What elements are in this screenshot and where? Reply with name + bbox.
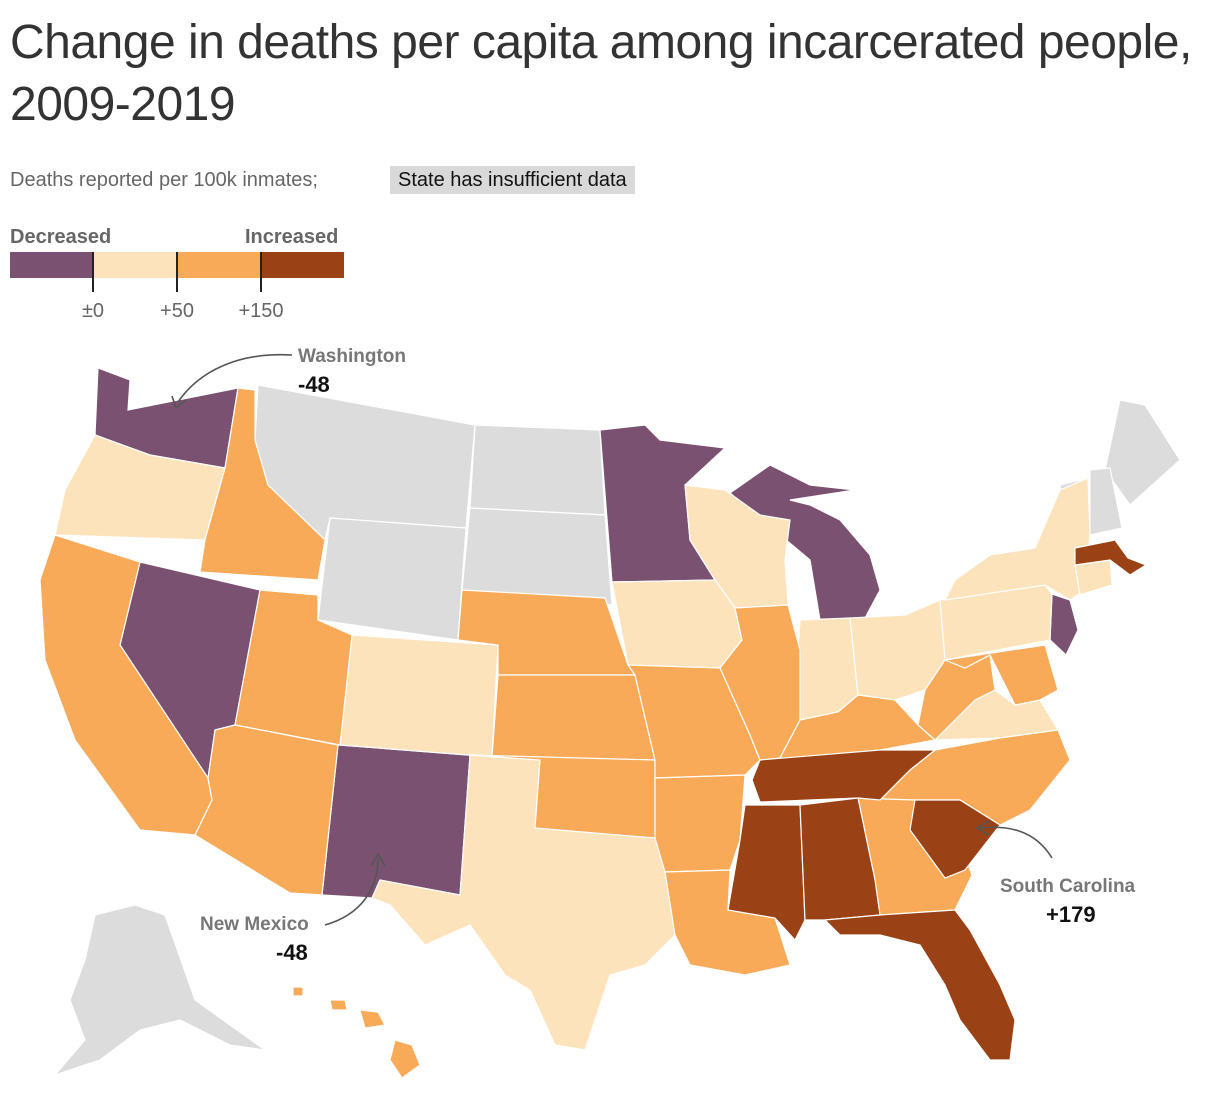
state-oklahoma (469, 754, 656, 839)
state-south-dakota (461, 507, 613, 606)
new-mexico-value: -48 (276, 940, 308, 965)
state-iowa (611, 579, 743, 669)
state-idaho (199, 387, 326, 581)
new-mexico-arrow (324, 857, 379, 926)
legend-tick-50 (176, 252, 178, 292)
legend-increased-label: Increased (245, 226, 339, 248)
state-new-jersey (1049, 593, 1079, 656)
state-colorado (339, 634, 499, 758)
state-florida (823, 909, 1016, 1061)
us-map (39, 353, 1181, 1079)
legend-swatch-medium-increase (177, 252, 261, 278)
state-new-mexico (321, 744, 471, 899)
legend-color-bar (10, 252, 344, 278)
state-maryland (942, 644, 1059, 706)
legend-tick-label-zero: ±0 (81, 300, 105, 322)
state-hawaii-big (389, 1039, 421, 1079)
new-mexico-label: New Mexico (200, 914, 309, 935)
legend-swatch-large-increase (260, 252, 344, 278)
legend-tick-150 (260, 252, 262, 292)
insufficient-data-key: State has insufficient data (390, 166, 635, 194)
state-arizona (194, 724, 339, 896)
state-north-dakota (469, 424, 606, 516)
washington-value: -48 (298, 372, 330, 397)
south-carolina-label: South Carolina (1000, 876, 1136, 897)
south-carolina-arrowhead (975, 820, 990, 836)
state-arkansas (654, 774, 746, 873)
state-maine (1104, 399, 1181, 506)
new-mexico-arrowhead (370, 852, 386, 867)
state-hawaii-oahu (329, 999, 348, 1011)
legend-tick-zero (92, 252, 94, 292)
chart-subtitle: Deaths reported per 100k inmates; (10, 169, 318, 191)
legend-swatch-decreased (10, 252, 94, 278)
state-alaska (53, 904, 266, 1077)
south-carolina-value: +179 (1046, 902, 1096, 927)
state-wyoming (317, 517, 467, 641)
state-hawaii-kauai (292, 986, 304, 997)
state-kansas (491, 674, 656, 761)
state-hawaii-maui (359, 1009, 386, 1029)
legend-swatch-small-increase (93, 252, 177, 278)
legend-tick-label-50: +50 (160, 300, 194, 322)
washington-arrow (177, 353, 293, 403)
legend-tick-label-150: +150 (238, 300, 284, 322)
chart-title: Change in deaths per capita among incarc… (10, 16, 1192, 131)
state-massachusetts (1074, 539, 1148, 576)
state-south-carolina (909, 799, 1001, 879)
legend-decreased-label: Decreased (10, 226, 112, 248)
washington-label: Washington (298, 346, 406, 367)
state-connecticut (1074, 559, 1113, 596)
state-tennessee (751, 749, 937, 803)
south-carolina-arrow (979, 826, 1053, 859)
washington-arrowhead (171, 395, 187, 410)
state-louisiana (664, 869, 791, 976)
state-new-hampshire (1089, 467, 1123, 536)
state-new-york (943, 477, 1091, 601)
